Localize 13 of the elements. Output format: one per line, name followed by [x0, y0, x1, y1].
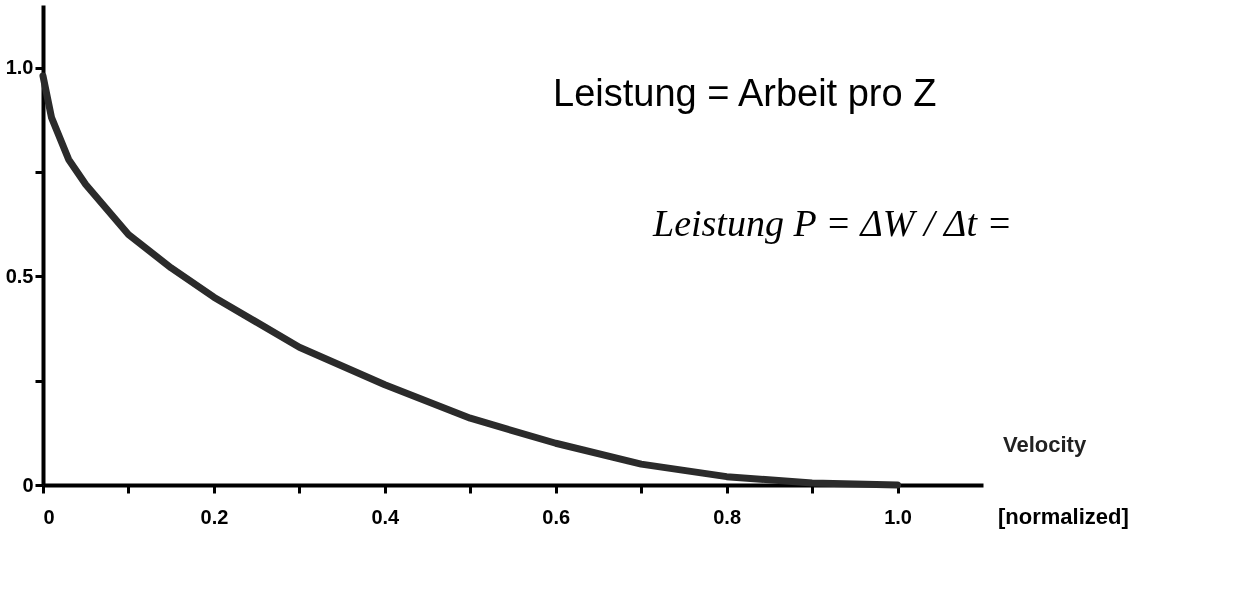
x-tick-label: 0 — [43, 505, 55, 528]
annotation: Leistung = Arbeit pro Z — [553, 72, 937, 114]
y-tick-label: 0.5 — [5, 264, 34, 287]
x-tick-label: 0.6 — [542, 505, 571, 528]
x-tick-label: 1.0 — [884, 505, 912, 528]
x-tick-label: 0.8 — [713, 505, 742, 528]
y-tick-label: 1.0 — [5, 56, 34, 79]
text: [normalized] — [998, 504, 1129, 529]
annotation: Leistung P = ΔW / Δt = — [652, 202, 1013, 244]
x-tick-label: 0.2 — [200, 505, 229, 528]
x-axis-title: Velocity — [1003, 432, 1087, 457]
x-tick-label: 0.4 — [371, 505, 401, 528]
y-tick-label: 0 — [22, 473, 34, 496]
